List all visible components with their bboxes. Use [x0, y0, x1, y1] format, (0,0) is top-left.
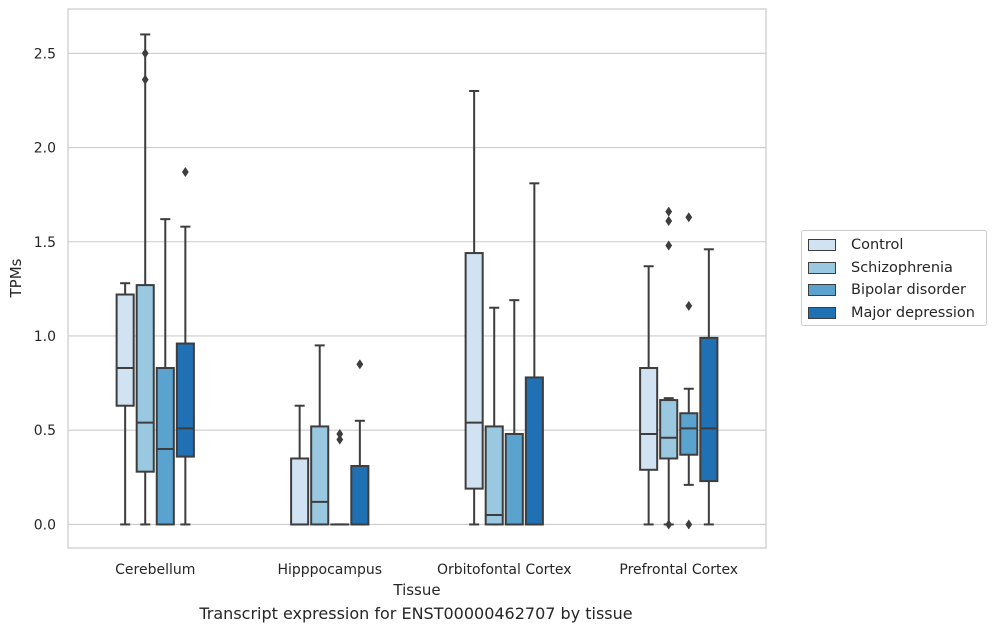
box-iqr [484, 425, 504, 526]
box-bipolar-disorder [679, 212, 699, 530]
legend-swatch [808, 284, 836, 296]
x-axis-ticks: Cerebellum Hipppocampus Orbitofontal Corte… [115, 562, 738, 578]
y-tick-label: 2.5 [34, 46, 56, 62]
box-bipolar-disorder [155, 218, 175, 526]
legend-label: Control [851, 237, 904, 253]
box-iqr [524, 376, 544, 526]
box-iqr [115, 293, 135, 407]
box-major-depression [699, 248, 719, 526]
x-axis-label: Tissue [392, 581, 440, 599]
y-tick-label: 0.5 [34, 423, 56, 439]
outlier-point [336, 428, 344, 439]
box-iqr [639, 367, 659, 471]
outlier-point [665, 240, 673, 251]
box-iqr [699, 336, 719, 483]
box-major-depression [350, 359, 370, 526]
box-iqr [310, 425, 330, 526]
box-schizophrenia [659, 206, 679, 530]
box-iqr [135, 284, 155, 473]
y-axis-ticks: 0.0 0.5 1.0 1.5 2.0 2.5 [34, 46, 56, 533]
box-control [639, 265, 659, 526]
legend-label: Schizophrenia [851, 259, 953, 276]
box-iqr [290, 457, 310, 526]
outlier-point [665, 519, 673, 530]
box-control [290, 404, 310, 526]
legend-item: Schizophrenia [808, 258, 953, 278]
legend-label: Major depression [851, 304, 975, 321]
y-axis-label: TPMs [7, 258, 25, 298]
y-tick-label: 2.0 [34, 141, 56, 157]
legend-label: Bipolar disorder [851, 282, 966, 298]
legend-swatch [808, 239, 836, 251]
outlier-point [685, 300, 693, 311]
box-iqr [350, 465, 370, 526]
x-tick-label: Hipppocampus [277, 562, 382, 578]
box-bipolar-disorder [504, 299, 524, 526]
outlier-point [685, 519, 693, 530]
outlier-point [665, 216, 673, 227]
chart-caption: Transcript expression for ENST0000046270… [199, 604, 633, 623]
outlier-point [141, 48, 149, 59]
legend: Control Schizophrenia Bipolar disorder Majo… [801, 230, 987, 326]
box-control [464, 89, 484, 526]
y-tick-label: 1.0 [34, 329, 56, 345]
box-bipolar-disorder [330, 428, 350, 526]
box-schizophrenia [484, 306, 504, 526]
legend-item: Bipolar disorder [808, 280, 966, 300]
legend-item: Major depression [808, 303, 975, 323]
box-iqr [464, 252, 484, 490]
box-iqr [679, 412, 699, 456]
legend-item: Control [808, 235, 903, 255]
outlier-point [141, 74, 149, 85]
legend-swatch [808, 306, 836, 319]
box-iqr [175, 342, 195, 458]
box-major-depression [524, 182, 544, 526]
box-major-depression [175, 167, 195, 526]
box-schizophrenia [310, 344, 330, 526]
outlier-point [665, 206, 673, 217]
x-tick-label: Orbitofontal Cortex [437, 562, 572, 578]
box-schizophrenia [135, 33, 155, 526]
box-control [115, 282, 135, 526]
box-iqr [504, 432, 524, 526]
outlier-point [685, 212, 693, 223]
legend-swatch [808, 261, 836, 274]
x-tick-label: Cerebellum [115, 562, 195, 578]
box-iqr [659, 399, 679, 460]
y-tick-label: 1.5 [34, 235, 56, 251]
x-tick-label: Prefrontal Cortex [619, 562, 738, 578]
outlier-point [181, 167, 189, 178]
box-iqr [155, 367, 175, 526]
y-tick-label: 0.0 [34, 517, 56, 533]
box-groups [115, 33, 719, 530]
outlier-point [356, 359, 364, 370]
outlier-point [336, 434, 344, 445]
